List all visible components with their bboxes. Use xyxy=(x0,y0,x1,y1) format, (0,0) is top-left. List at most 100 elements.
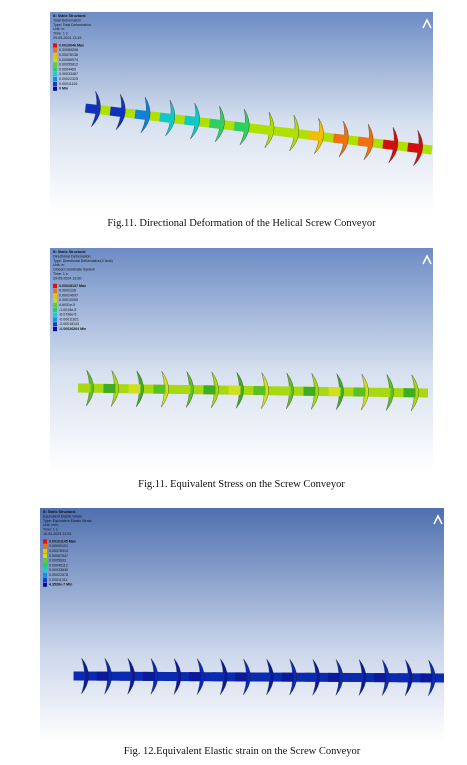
shaft-segment xyxy=(235,672,248,682)
legend-swatch xyxy=(43,573,47,578)
header-line: Unit: m xyxy=(53,263,64,267)
figure-image xyxy=(40,508,444,742)
legend-swatch xyxy=(53,77,57,82)
legend-label: -0.00018143 xyxy=(59,322,79,326)
legend-swatch xyxy=(53,312,57,317)
shaft-segment xyxy=(128,384,141,394)
header-line: 16-04-2024 12:53 xyxy=(43,532,71,536)
legend-swatch xyxy=(43,549,47,554)
legend-label: 0.00066974 xyxy=(59,58,78,62)
legend-swatch xyxy=(53,62,57,67)
caption: Fig.11. Equivalent Stress on the Screw C… xyxy=(138,479,345,490)
shaft-segment xyxy=(233,121,247,132)
legend-label: -1.0015e-5 xyxy=(59,308,76,312)
shaft-segment xyxy=(378,387,391,397)
legend-swatch xyxy=(43,553,47,558)
legend-label: 0.00090101 xyxy=(49,544,68,548)
header-line: Type: Total Deformation xyxy=(53,23,91,27)
figure-image xyxy=(50,248,433,473)
shaft-segment xyxy=(258,672,271,682)
legend-swatch xyxy=(43,544,47,549)
legend-label: 0.00011311 xyxy=(49,578,67,582)
legend-label: 0.0010046 Max xyxy=(59,43,84,47)
header-line: B: Static Structural xyxy=(53,14,86,18)
legend-label: 0 Min xyxy=(59,87,68,91)
screw-blade xyxy=(363,124,374,160)
legend-label: 0.00010095 xyxy=(59,298,78,302)
legend-label: 0.00033845 xyxy=(49,568,68,572)
header-line: Time: 1 s xyxy=(43,528,58,532)
legend-swatch xyxy=(53,53,57,58)
screw-blade xyxy=(314,118,324,154)
legend-label: 0.00067647 xyxy=(49,554,68,558)
screw-blade xyxy=(338,121,349,157)
legend-label: 0.00078136 xyxy=(59,53,78,57)
shaft-segment xyxy=(103,383,116,394)
legend-swatch xyxy=(43,582,47,587)
legend-swatch xyxy=(43,577,47,582)
legend-swatch xyxy=(53,283,57,288)
shaft-segment xyxy=(327,672,340,682)
screw-blade xyxy=(264,112,275,148)
shaft-segment xyxy=(303,386,316,396)
legend-swatch xyxy=(53,67,57,72)
shaft-segment xyxy=(308,130,322,141)
screw-blade xyxy=(140,97,151,133)
header-line: 29-05-2024 13:30 xyxy=(53,276,81,280)
legend-label: 0.00055812 xyxy=(59,63,78,67)
shaft-segment xyxy=(281,672,294,682)
header-line: Type: Equivalent Elastic Strain xyxy=(43,519,92,523)
legend-label: 0.0005633 xyxy=(49,559,66,563)
legend-label: 0.00028137 Max xyxy=(59,284,86,288)
shaft-segment xyxy=(332,133,346,144)
screw-blade xyxy=(215,106,225,142)
legend-swatch xyxy=(53,293,57,298)
shaft-segment xyxy=(134,109,148,120)
shaft-segment xyxy=(374,673,387,683)
legend-label: 0.00022578 xyxy=(49,573,68,577)
legend-label: 0.00022325 xyxy=(59,77,78,81)
shaft-segment xyxy=(119,671,132,681)
shaft-segment xyxy=(258,124,272,135)
legend-swatch xyxy=(53,48,57,53)
legend-swatch xyxy=(53,317,57,322)
screw-blade xyxy=(165,100,175,136)
legend-swatch xyxy=(43,563,47,568)
shaft-segment xyxy=(407,142,421,153)
header-line: Directional Deformation xyxy=(53,254,91,258)
legend-label: 0.0002126 xyxy=(59,289,76,293)
screw-blade xyxy=(91,91,101,127)
shaft-segment xyxy=(109,106,123,117)
legend-swatch xyxy=(53,307,57,312)
legend-swatch xyxy=(53,86,57,91)
legend-swatch xyxy=(53,57,57,62)
legend-swatch xyxy=(53,43,57,48)
legend-label: 0.00089298 xyxy=(59,48,78,52)
legend-swatch xyxy=(43,558,47,563)
shaft-segment xyxy=(73,671,86,681)
legend-label: -6.0796e-5 xyxy=(59,313,76,317)
screw-blade xyxy=(190,103,200,139)
shaft-segment xyxy=(189,672,202,682)
header-line: B: Static Structural xyxy=(43,510,76,514)
caption: Fig. 12.Equivalent Elastic strain on the… xyxy=(124,746,361,757)
legend-label: 0.00045112 xyxy=(49,563,68,567)
header-line: Time: 1 s xyxy=(53,32,68,36)
shaft-segment xyxy=(328,387,341,397)
logo xyxy=(422,254,432,265)
shaft-segment xyxy=(212,672,225,682)
legend-swatch xyxy=(53,322,57,327)
header-line: Type: Directional Deformation(X Axis) xyxy=(53,259,113,263)
legend-swatch xyxy=(53,72,57,77)
header-line: Unit: m/m xyxy=(43,523,58,527)
shaft-segment xyxy=(96,671,109,681)
legend-swatch xyxy=(53,298,57,303)
screw-blade xyxy=(289,115,299,151)
shaft-segment xyxy=(228,385,241,395)
header-line: Total Deformation xyxy=(53,18,81,22)
legend-label: 0.00011162 xyxy=(59,82,77,86)
shaft-segment xyxy=(283,127,297,138)
